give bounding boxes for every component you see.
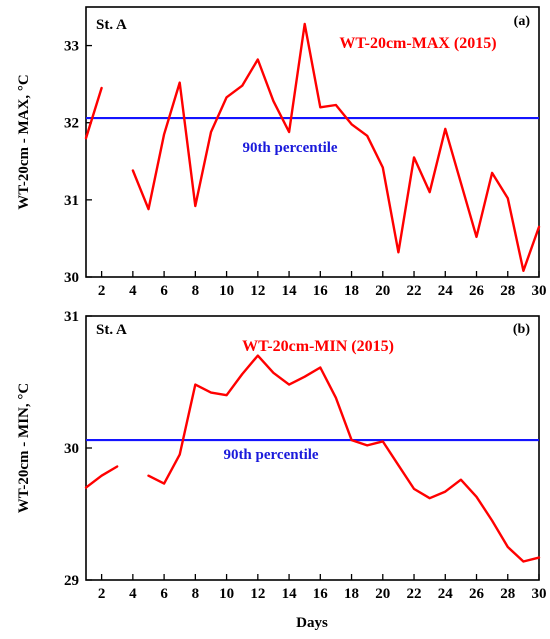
x-tick-label: 20: [375, 586, 390, 602]
x-tick-label: 10: [219, 283, 234, 299]
station-label: St. A: [96, 17, 127, 33]
x-tick-label: 8: [192, 586, 200, 602]
y-tick-label: 32: [64, 116, 79, 132]
y-tick-label: 31: [64, 309, 79, 325]
x-tick-label: 30: [532, 586, 547, 602]
x-tick-label: 6: [160, 586, 168, 602]
x-tick-label: 26: [469, 283, 485, 299]
station-label: St. A: [96, 322, 127, 338]
panel-label: (b): [513, 322, 530, 337]
x-tick-label: 16: [313, 586, 329, 602]
x-tick-label: 4: [129, 283, 137, 299]
x-tick-label: 6: [160, 283, 168, 299]
x-tick-label: 16: [313, 283, 329, 299]
panel-max-temperature: St. A (a) WT-20cm-MAX (2015) WT-20cm - M…: [16, 6, 547, 299]
panel-min-temperature: St. A (b) WT-20cm-MIN (2015) WT-20cm - M…: [16, 309, 547, 631]
reference-line-label: 90th percentile: [242, 140, 337, 156]
y-tick-label: 33: [64, 39, 79, 55]
x-tick-label: 22: [407, 586, 422, 602]
plot-frame: [85, 6, 540, 278]
y-axis-label: WT-20cm - MIN, °C: [16, 383, 32, 513]
chart-title: WT-20cm-MIN (2015): [242, 338, 394, 355]
x-tick-label: 24: [438, 283, 454, 299]
x-tick-label: 24: [438, 586, 454, 602]
series-line-segment: [84, 465, 119, 489]
series-line-segment: [84, 86, 103, 140]
y-tick-label: 29: [64, 573, 79, 589]
x-tick-label: 10: [219, 586, 234, 602]
series-group: [84, 22, 541, 272]
x-tick-label: 4: [129, 586, 137, 602]
y-axis-label: WT-20cm - MAX, °C: [16, 74, 32, 209]
series-line-segment: [131, 22, 541, 272]
x-tick-label: 14: [282, 586, 298, 602]
x-axis-label: Days: [296, 615, 328, 631]
x-tick-label: 8: [192, 283, 200, 299]
x-tick-label: 28: [500, 283, 515, 299]
x-tick-label: 30: [532, 283, 547, 299]
x-tick-label: 12: [250, 586, 265, 602]
panel-label: (a): [514, 14, 531, 29]
x-tick-label: 26: [469, 586, 485, 602]
x-tick-label: 28: [500, 586, 515, 602]
series-group: [84, 354, 541, 563]
x-tick-label: 2: [98, 283, 106, 299]
y-tick-label: 30: [64, 270, 79, 286]
x-tick-label: 22: [407, 283, 422, 299]
y-tick-label: 30: [64, 441, 79, 457]
x-tick-label: 18: [344, 586, 359, 602]
x-tick-label: 14: [282, 283, 298, 299]
series-line-segment: [147, 354, 541, 563]
y-tick-label: 31: [64, 193, 79, 209]
x-tick-label: 2: [98, 586, 106, 602]
reference-line-label: 90th percentile: [223, 447, 318, 463]
x-tick-label: 18: [344, 283, 359, 299]
x-tick-label: 12: [250, 283, 265, 299]
chart-title: WT-20cm-MAX (2015): [339, 35, 496, 52]
x-tick-label: 20: [375, 283, 390, 299]
